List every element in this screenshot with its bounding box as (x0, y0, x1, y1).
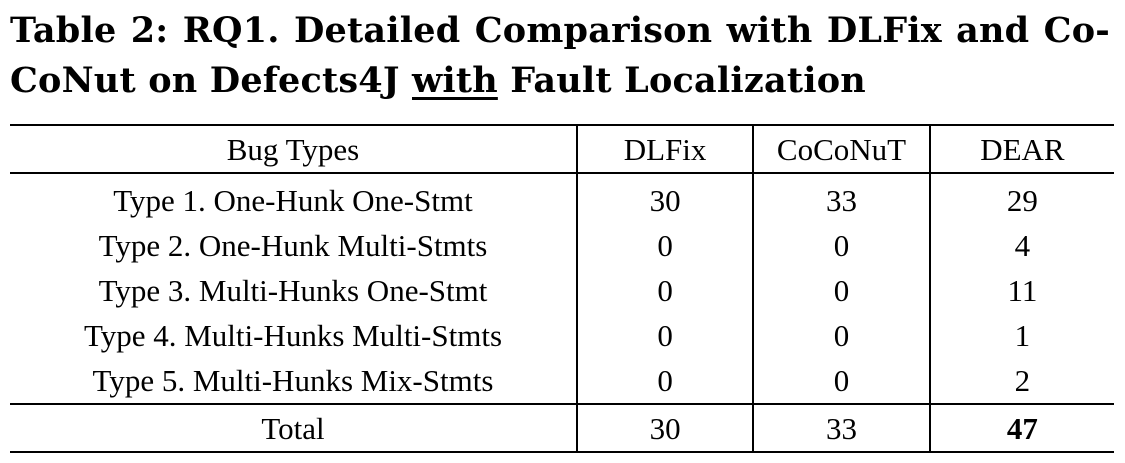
table-row: Type 1. One-Hunk One-Stmt 30 33 29 (10, 173, 1114, 223)
total-label: Total (10, 404, 578, 452)
cell-coconut: 0 (753, 223, 931, 268)
cell-dlfix: 0 (576, 223, 755, 268)
table-header-row: Bug Types DLFix CoCoNuT DEAR (10, 125, 1114, 173)
table-row: Type 4. Multi-Hunks Multi-Stmts 0 0 1 (10, 313, 1114, 358)
cell-dear: 11 (1007, 273, 1038, 308)
total-row: Total 30 33 47 (10, 404, 1114, 452)
header-coconut: CoCoNuT (753, 125, 931, 173)
cell-coconut: 0 (753, 313, 931, 358)
header-dlfix: DLFix (576, 125, 755, 173)
cell-dlfix: 0 (576, 268, 755, 313)
caption-line-2-end: Fault Localization (497, 60, 866, 101)
cell-dlfix: 0 (576, 313, 755, 358)
cell-dear: 1 (1014, 318, 1031, 353)
cell-bug-type: Type 1. One-Hunk One-Stmt (10, 173, 578, 223)
table-row: Type 3. Multi-Hunks One-Stmt 0 0 11 (10, 268, 1114, 313)
cell-bug-type: Type 5. Multi-Hunks Mix-Stmts (10, 358, 578, 404)
cell-coconut: 0 (753, 358, 931, 404)
cell-dlfix: 30 (576, 173, 755, 223)
cell-dear: 29 (1006, 183, 1038, 218)
cell-bug-type: Type 4. Multi-Hunks Multi-Stmts (10, 313, 578, 358)
cell-dlfix: 0 (576, 358, 755, 404)
table-row: Type 2. One-Hunk Multi-Stmts 0 0 4 (10, 223, 1114, 268)
header-bug-types: Bug Types (10, 125, 578, 173)
header-dear: DEAR (980, 131, 1065, 167)
cell-bug-type: Type 2. One-Hunk Multi-Stmts (10, 223, 578, 268)
caption-line-2: CoNut on Defects4J with Fault Localizati… (10, 56, 1110, 106)
caption-line-2-start: CoNut on Defects4J (10, 60, 412, 101)
cell-bug-type: Type 3. Multi-Hunks One-Stmt (10, 268, 578, 313)
cell-coconut: 33 (753, 173, 931, 223)
total-dear: 47 (1006, 410, 1038, 446)
cell-dear: 2 (1014, 363, 1031, 398)
comparison-table: Bug Types DLFix CoCoNuT DEAR Type 1. One… (10, 124, 1114, 453)
table-caption: Table 2: RQ1. Detailed Comparison with D… (10, 6, 1110, 106)
total-coconut: 33 (753, 404, 931, 452)
table-row: Type 5. Multi-Hunks Mix-Stmts 0 0 2 (10, 358, 1114, 404)
cell-coconut: 0 (753, 268, 931, 313)
caption-line-1: Table 2: RQ1. Detailed Comparison with D… (10, 10, 1110, 51)
cell-dear: 4 (1014, 228, 1031, 263)
total-dlfix: 30 (576, 404, 755, 452)
caption-underlined-word: with (412, 60, 498, 101)
